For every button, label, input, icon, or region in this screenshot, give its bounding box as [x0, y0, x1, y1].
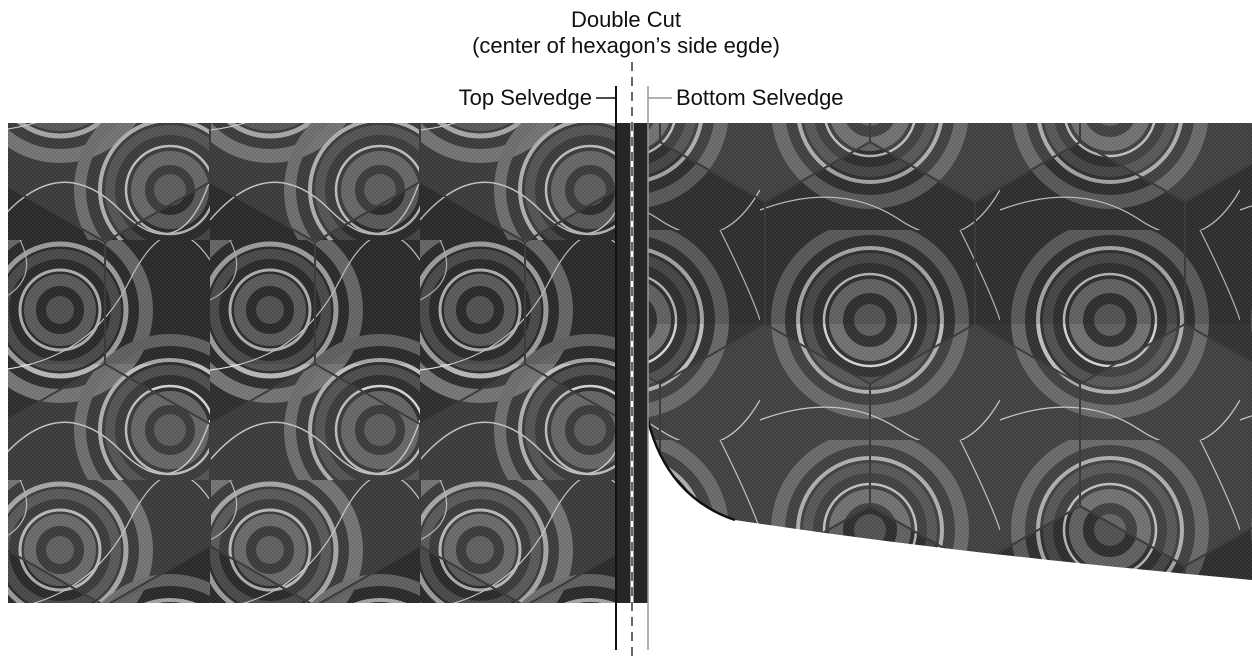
- double-cut-subtitle: (center of hexagon’s side egde): [472, 33, 780, 58]
- bottom-selvedge-label: Bottom Selvedge: [676, 85, 844, 110]
- left-panel-linen: [8, 123, 648, 603]
- right-panel-linen: [634, 123, 1252, 580]
- top-selvedge-label: Top Selvedge: [458, 85, 592, 110]
- right-fabric-panel: [632, 122, 1252, 580]
- left-fabric-panel: [8, 123, 648, 603]
- double-cut-title: Double Cut: [570, 7, 682, 32]
